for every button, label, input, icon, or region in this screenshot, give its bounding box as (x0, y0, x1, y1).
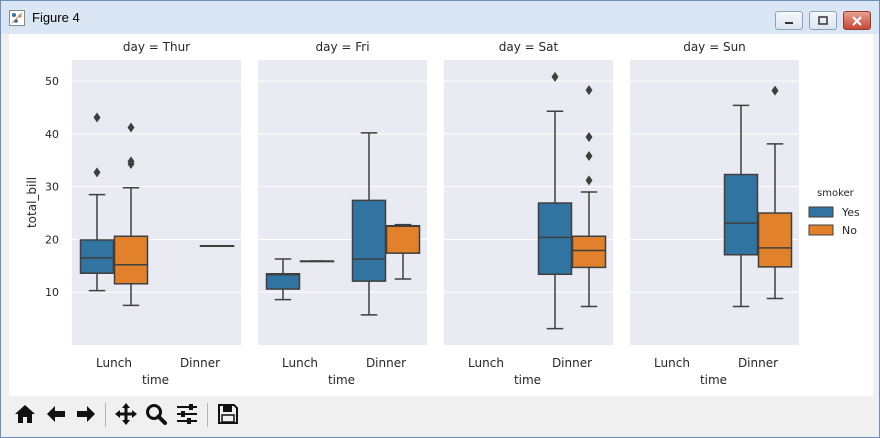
forward-button[interactable] (72, 400, 100, 428)
pan-button[interactable] (112, 400, 140, 428)
configure-subplots-icon (177, 404, 197, 424)
pan-icon (115, 403, 137, 425)
outlier-point (585, 151, 593, 162)
save-button[interactable] (214, 400, 242, 428)
box-lunch-yes (79, 239, 115, 274)
legend-title: smoker (817, 188, 855, 199)
legend-label: No (842, 224, 857, 237)
back-icon (47, 406, 65, 422)
maximize-icon (818, 15, 828, 25)
axes-background (72, 60, 241, 345)
x-axis-label: time (514, 373, 541, 387)
x-tick-label: Lunch (96, 356, 132, 370)
box-lunch-yes (265, 273, 301, 290)
x-tick-label: Dinner (738, 356, 778, 370)
axes-background (630, 60, 799, 345)
save-icon (218, 404, 238, 424)
configure-subplots-button[interactable] (173, 400, 201, 428)
close-button[interactable] (843, 11, 871, 30)
panel-title: day = Sat (499, 40, 559, 54)
outlier-point (585, 132, 593, 143)
outlier-point (551, 71, 559, 82)
legend-swatch-yes (808, 206, 834, 218)
outlier-point (127, 122, 135, 133)
box-dinner-no (571, 235, 607, 269)
x-tick-label: Dinner (552, 356, 592, 370)
outlier-point (93, 112, 101, 123)
y-axis-label: total_bill (25, 177, 39, 228)
y-tick-label: 40 (45, 128, 59, 141)
matplotlib-app-icon (9, 10, 25, 26)
x-tick-label: Lunch (654, 356, 690, 370)
zoom-button[interactable] (142, 400, 170, 428)
panel-title: day = Sun (683, 40, 746, 54)
home-icon (15, 405, 35, 423)
back-button[interactable] (42, 400, 70, 428)
legend-swatch-no (808, 224, 834, 236)
maximize-button[interactable] (809, 11, 837, 30)
minimize-button[interactable] (775, 11, 803, 30)
box-dinner-yes (351, 199, 387, 282)
navigation-toolbar (1, 397, 879, 437)
y-tick-label: 20 (45, 233, 59, 246)
close-icon (852, 15, 862, 26)
x-axis-label: time (142, 373, 169, 387)
box-dinner-no (757, 212, 793, 268)
x-axis-label: time (328, 373, 355, 387)
figure-canvas[interactable]: total_bill day = Thur Lunch Dinner time 10 20 3… (9, 34, 873, 396)
box-dinner-no (385, 224, 421, 254)
x-tick-label: Lunch (282, 356, 318, 370)
zoom-icon (146, 404, 167, 425)
facet-boxplot-chart: total_bill day = Thur Lunch Dinner time 10 20 3… (25, 40, 860, 387)
outlier-point (585, 175, 593, 186)
y-tick-label: 10 (45, 286, 59, 299)
minimize-icon (785, 21, 793, 24)
panel-title: day = Fri (315, 40, 369, 54)
x-axis-label: time (700, 373, 727, 387)
title-bar[interactable]: Figure 4 (1, 1, 879, 34)
toolbar-separator (105, 403, 106, 427)
axes-background (444, 60, 613, 345)
window-title: Figure 4 (32, 10, 80, 25)
box-dinner-yes (723, 173, 759, 256)
box-lunch-no (113, 235, 149, 285)
x-tick-label: Dinner (180, 356, 220, 370)
outlier-point (585, 85, 593, 96)
x-tick-label: Dinner (366, 356, 406, 370)
home-button[interactable] (11, 400, 39, 428)
panel-title: day = Thur (123, 40, 190, 54)
outlier-point (93, 167, 101, 178)
outlier-point (127, 156, 135, 167)
legend-label: Yes (841, 206, 860, 219)
toolbar-separator (207, 403, 208, 427)
forward-icon (77, 406, 95, 422)
axes-background (258, 60, 427, 345)
y-tick-label: 50 (45, 75, 59, 88)
box-dinner-yes (537, 202, 573, 276)
x-tick-label: Lunch (468, 356, 504, 370)
y-tick-label: 30 (45, 181, 59, 194)
outlier-point (771, 85, 779, 96)
